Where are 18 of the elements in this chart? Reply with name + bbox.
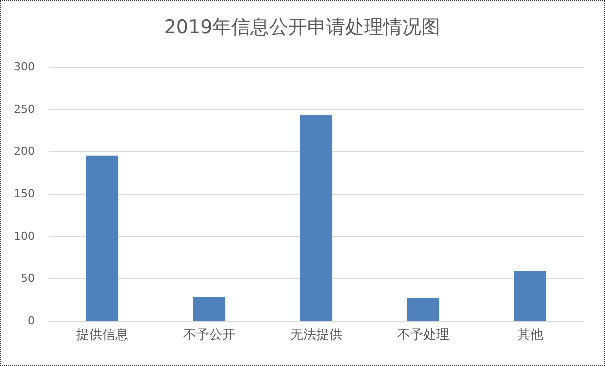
x-tick-label: 不予公开	[184, 328, 236, 343]
chart-title: 2019年信息公开申请处理情况图	[164, 16, 441, 38]
y-tick-label: 0	[28, 314, 35, 328]
bar	[514, 271, 547, 321]
y-tick-label: 300	[14, 60, 35, 74]
bar	[193, 297, 226, 321]
y-tick-label: 50	[21, 272, 35, 286]
x-tick-label: 其他	[518, 328, 544, 343]
y-tick-label: 250	[14, 102, 35, 116]
x-tick-label: 不予处理	[398, 328, 450, 343]
bar	[86, 156, 119, 321]
x-tick-label: 提供信息	[76, 328, 128, 343]
y-tick-label: 200	[14, 145, 35, 158]
y-tick-label: 150	[14, 188, 35, 200]
bar	[300, 115, 333, 321]
y-tick-label: 100	[14, 230, 35, 243]
bar	[407, 298, 440, 321]
x-tick-label: 无法提供	[290, 328, 342, 343]
